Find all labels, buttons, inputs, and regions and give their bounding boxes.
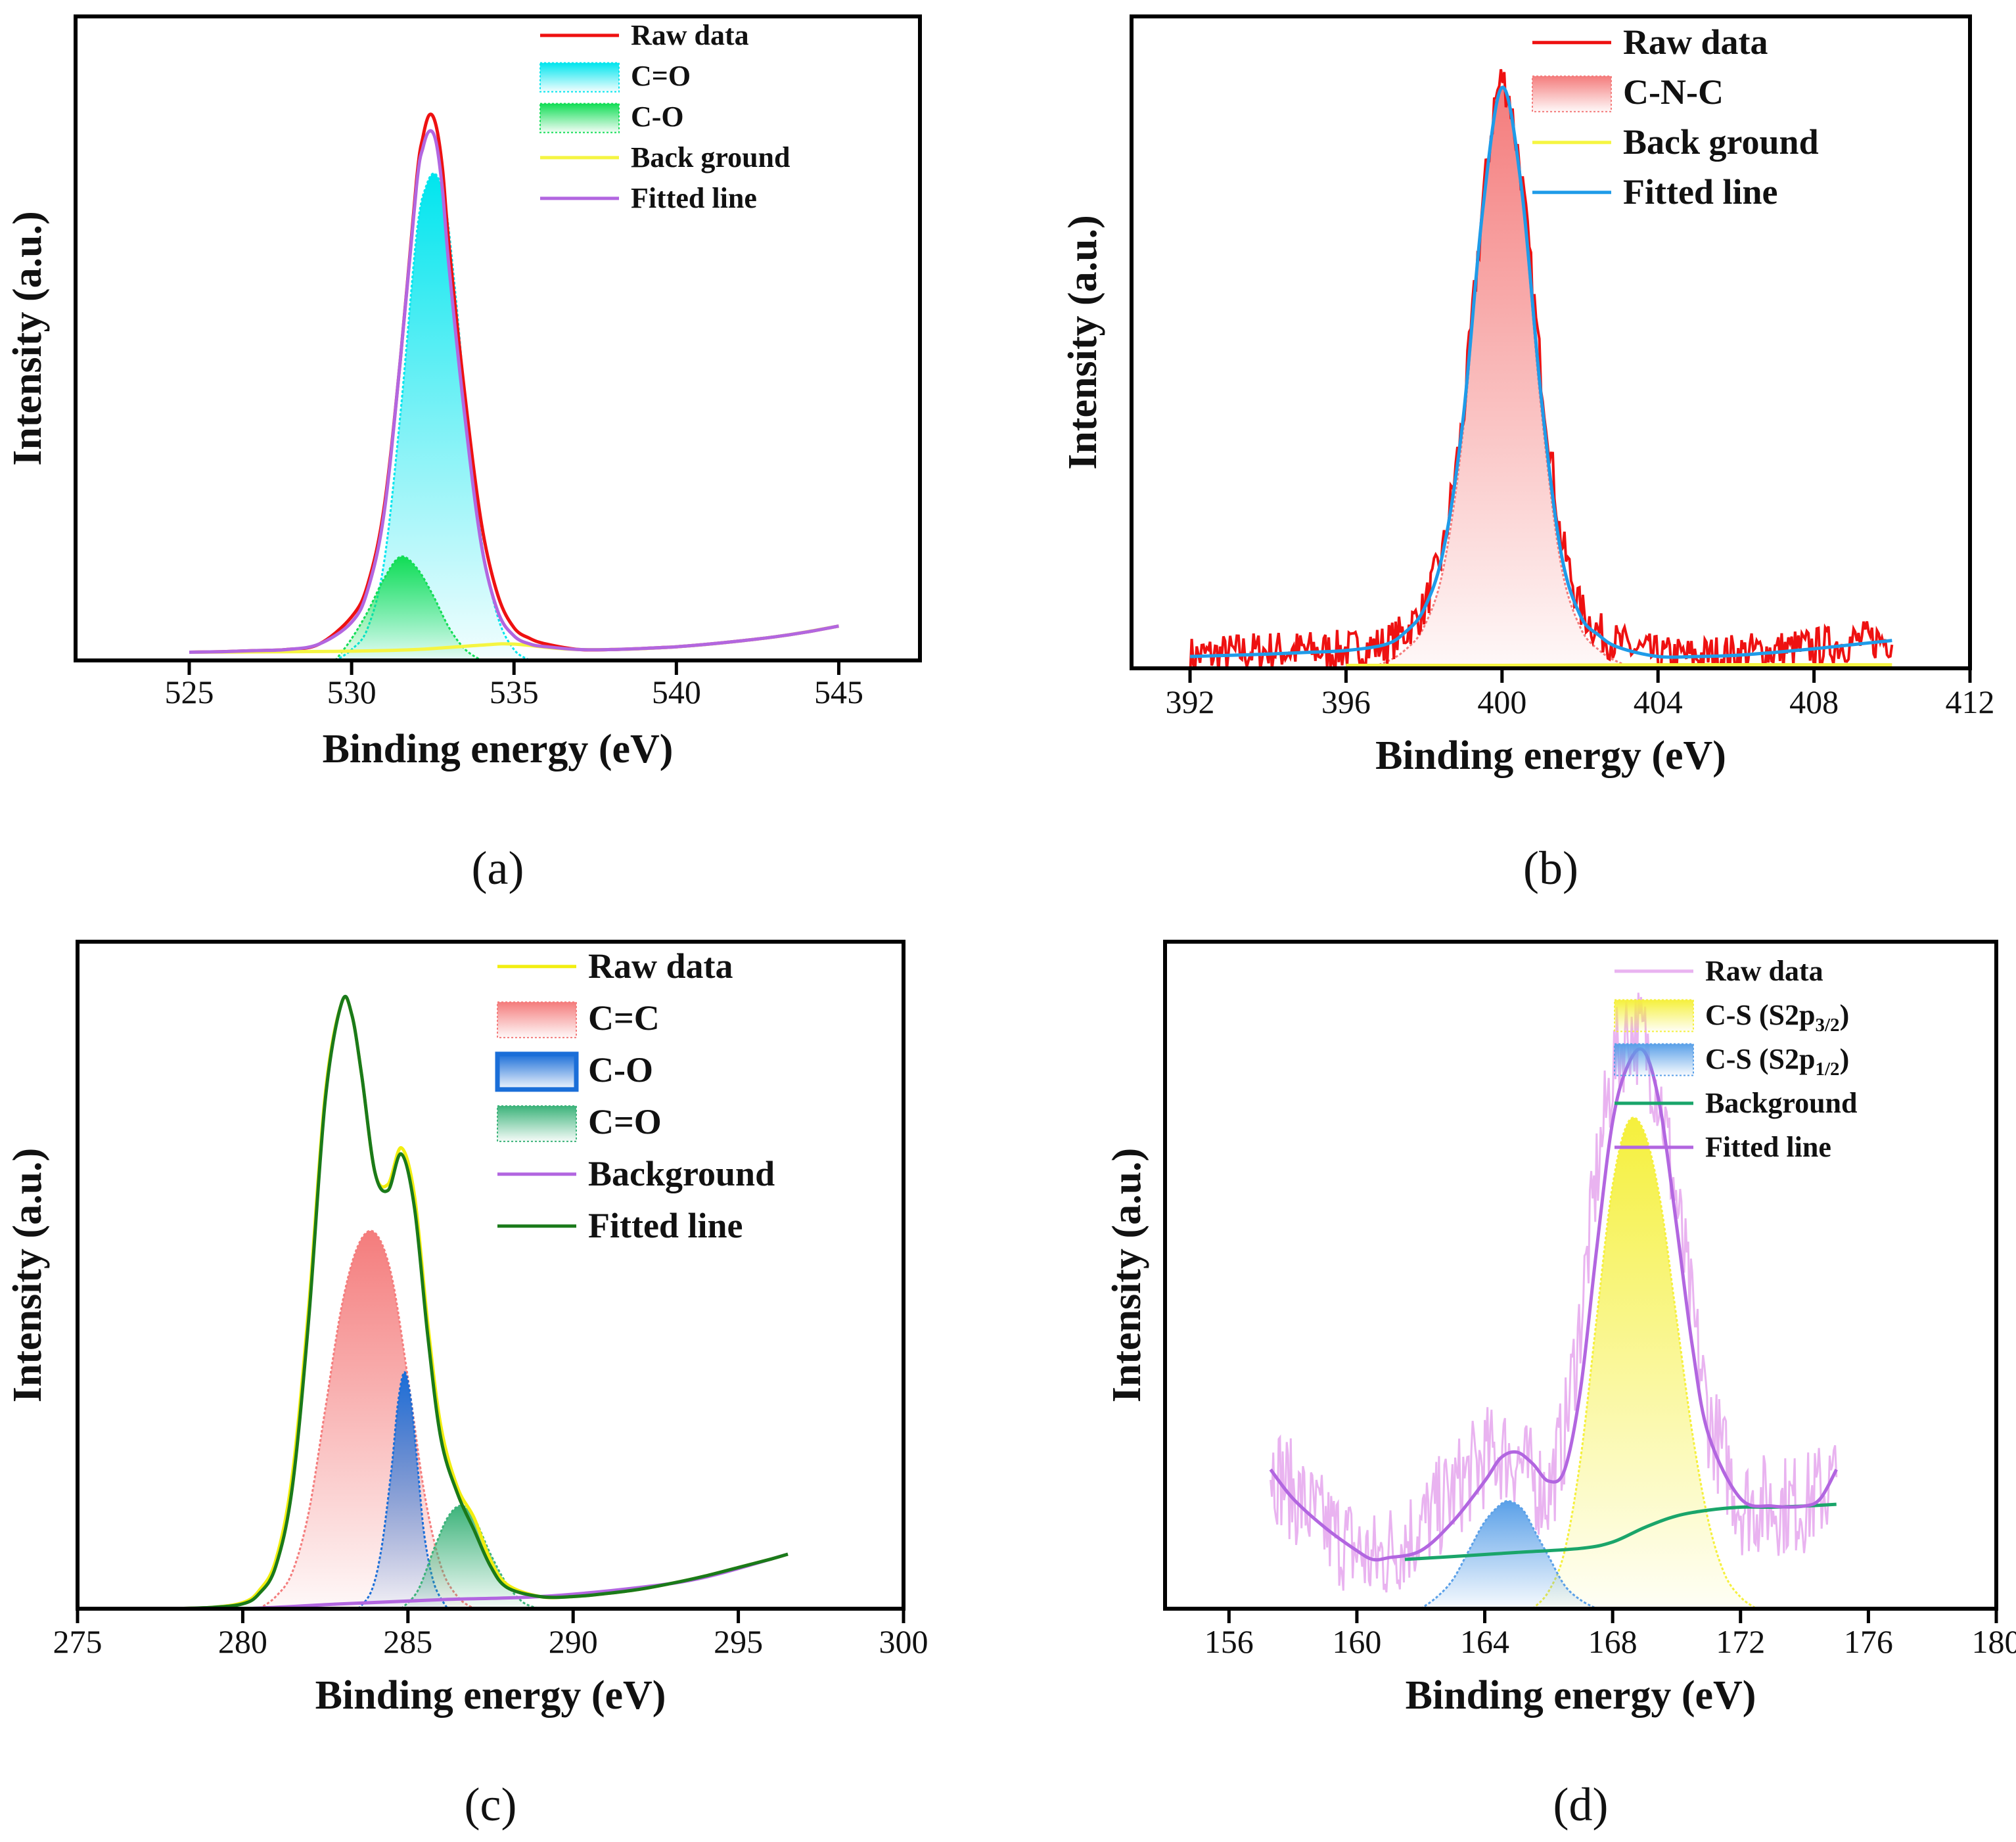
series-line-0: [1270, 992, 1838, 1593]
series-line-2: [1346, 663, 1892, 668]
x-tick-label: 290: [549, 1623, 598, 1660]
legend-label: Raw data: [631, 19, 749, 51]
x-tick-label: 408: [1789, 683, 1839, 720]
x-tick-label: 275: [53, 1623, 103, 1660]
x-tick-label: 535: [490, 674, 539, 710]
legend-swatch: [1614, 999, 1694, 1032]
y-axis-title: Intensity (a.u.): [1105, 1148, 1149, 1403]
legend-label: C-O: [631, 101, 684, 133]
x-axis-title: Binding energy (eV): [1375, 733, 1726, 778]
legend-swatch: [497, 1105, 577, 1142]
x-tick-label: 530: [327, 674, 377, 710]
legend-label: C=O: [588, 1102, 662, 1141]
legend-label: C-O: [588, 1050, 653, 1090]
plot-area: [1189, 69, 1894, 668]
legend-label: Back ground: [1623, 122, 1819, 162]
legend-label: Background: [1705, 1087, 1858, 1119]
panel-label: (a): [472, 842, 524, 894]
legend-label: Background: [588, 1154, 775, 1193]
legend-swatch: [539, 62, 620, 93]
plot-frame: [76, 940, 905, 1611]
panel-label: (b): [1523, 842, 1578, 894]
plot-frame: [1130, 14, 1972, 670]
panel-b: 392 396 400 404 408 412 Binding energy (eV) Int…: [1061, 14, 1995, 894]
x-tick-label: 164: [1460, 1623, 1509, 1660]
x-tick-label: 300: [879, 1623, 928, 1660]
x-tick-label: 400: [1477, 683, 1526, 720]
x-tick-label: 545: [814, 674, 863, 710]
x-axis-title: Binding energy (eV): [323, 727, 674, 771]
panel-label: (d): [1553, 1778, 1609, 1831]
x-tick-label: 280: [218, 1623, 267, 1660]
legend: Raw data C-S (S2p3/2) C-S (S2p1/2) Backgrou…: [1614, 955, 1858, 1163]
panel-d: 156 160 164 168 172 176 180 Binding energy (eV)…: [1105, 940, 2016, 1831]
x-tick-label: 285: [383, 1623, 432, 1660]
series-area-1: [1365, 86, 1639, 668]
x-tick-label: 168: [1588, 1623, 1638, 1660]
legend-label: Fitted line: [631, 182, 757, 214]
legend-label: Raw data: [1705, 955, 1823, 987]
plot-frame: [1163, 940, 1998, 1611]
series-area-2: [357, 1371, 449, 1609]
panel-c: 275 280 285 290 295 300 Binding energy (eV) Int…: [5, 940, 928, 1831]
x-tick-label: 392: [1166, 683, 1215, 720]
panel-a: 525 530 535 540 545 Binding energy (eV) Intens…: [5, 14, 922, 894]
series-area-2: [1419, 1500, 1597, 1609]
legend-label: C=O: [631, 60, 691, 92]
plot-area: [189, 112, 839, 660]
legend-label: Fitted line: [588, 1206, 743, 1245]
series-area-1: [333, 172, 532, 660]
x-axis-title: Binding energy (eV): [315, 1673, 666, 1718]
x-tick-label: 540: [652, 674, 701, 710]
legend-label: Fitted line: [1705, 1131, 1831, 1163]
y-axis-title: Intensity (a.u.): [1061, 215, 1105, 470]
legend: Raw data C=C C-O C=O Background Fitted line: [495, 946, 775, 1245]
x-tick-label: 404: [1634, 683, 1683, 720]
legend-label: C=C: [588, 998, 660, 1038]
legend-label: C-S (S2p1/2): [1705, 1043, 1849, 1080]
x-tick-label: 525: [164, 674, 214, 710]
x-tick-label: 396: [1321, 683, 1371, 720]
x-tick-label: 176: [1844, 1623, 1893, 1660]
panel-label: (c): [465, 1778, 517, 1831]
plot-area: [1269, 992, 1838, 1609]
series-line-4: [1269, 1047, 1838, 1562]
legend-swatch: [539, 103, 620, 133]
x-tick-label: 295: [714, 1623, 763, 1660]
legend-swatch: [497, 1001, 577, 1038]
y-axis-title: Intensity (a.u.): [5, 1148, 50, 1403]
legend-label: C-N-C: [1623, 72, 1724, 112]
legend-label: Raw data: [1623, 22, 1768, 62]
x-tick-label: 156: [1204, 1623, 1254, 1660]
x-tick-label: 180: [1972, 1623, 2016, 1660]
series-area-2: [334, 555, 484, 660]
x-tick-label: 412: [1946, 683, 1995, 720]
legend-label: C-S (S2p3/2): [1705, 999, 1849, 1036]
series-line-0: [160, 995, 789, 1609]
legend-label: Back ground: [631, 141, 790, 173]
series-line-5: [160, 994, 789, 1609]
legend: Raw data C-N-C Back ground Fitted line: [1532, 22, 1819, 212]
legend-swatch: [495, 1051, 579, 1092]
legend: Raw data C=O C-O Back ground Fitted line: [539, 19, 790, 214]
series-line-3: [1189, 85, 1892, 659]
series-line-4: [189, 129, 839, 654]
x-tick-label: 160: [1332, 1623, 1381, 1660]
plot-area: [160, 994, 789, 1609]
legend-label: Fitted line: [1623, 172, 1777, 212]
x-axis-title: Binding energy (eV): [1406, 1673, 1756, 1718]
legend-label: Raw data: [588, 946, 733, 986]
x-tick-label: 172: [1716, 1623, 1765, 1660]
series-area-1: [1531, 1117, 1758, 1609]
legend-swatch: [1614, 1043, 1694, 1076]
legend-swatch: [1532, 75, 1612, 112]
y-axis-title: Intensity (a.u.): [5, 211, 50, 466]
plot-frame: [74, 14, 922, 662]
